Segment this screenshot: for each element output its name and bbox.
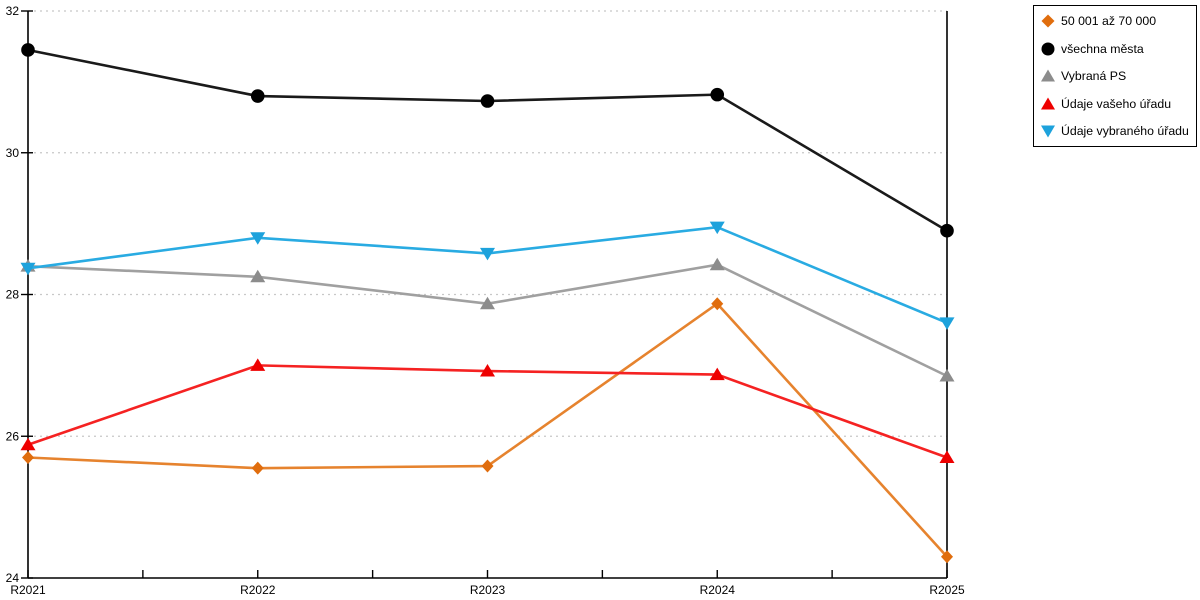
circle-icon	[1041, 42, 1055, 55]
series-line	[27, 364, 948, 459]
y-tick-label: 32	[6, 4, 20, 18]
series-marker	[250, 232, 266, 245]
series-marker	[709, 367, 725, 381]
line-chart: 24 26 28 30 32 R2021 R2022 R2023 R2024 R2025	[6, 4, 965, 597]
series-marker	[250, 269, 266, 283]
y-tick-label: 28	[6, 288, 20, 302]
series-line	[27, 263, 948, 378]
legend-item-label: 50 001 až 70 000	[1061, 14, 1157, 28]
legend-item: Údaje vybraného úřadu	[1040, 123, 1190, 139]
legend: 50 001 až 70 000 všechna města Vybraná PS Ú…	[1033, 5, 1197, 147]
series-marker	[251, 461, 264, 475]
series-marker	[941, 550, 953, 564]
series-marker	[939, 317, 955, 330]
series-line	[27, 301, 948, 558]
legend-item: Údaje vašeho úřadu	[1040, 96, 1190, 112]
x-tick-label: R2021	[10, 583, 46, 597]
triangle-down-icon	[1041, 125, 1055, 138]
x-tick-label: R2024	[700, 583, 736, 597]
y-tick-label: 24	[6, 571, 20, 585]
series-marker	[939, 450, 955, 464]
series-line	[27, 48, 948, 232]
series-marker	[481, 459, 494, 473]
legend-item-label: Údaje vašeho úřadu	[1061, 96, 1172, 111]
series-marker	[480, 247, 495, 261]
x-tick-label: R2025	[929, 583, 965, 597]
legend-item: 50 001 až 70 000	[1040, 13, 1190, 29]
series-marker	[709, 221, 725, 235]
legend-item-label: Vybraná PS	[1061, 69, 1127, 83]
series-marker	[480, 364, 495, 377]
series-marker	[940, 223, 954, 238]
triangle-up-icon	[1041, 69, 1055, 82]
series-marker	[480, 94, 495, 108]
series-marker	[710, 87, 725, 102]
x-tick-label: R2022	[240, 583, 276, 597]
series-marker	[709, 257, 725, 271]
series-marker	[22, 451, 34, 465]
series-marker	[20, 437, 36, 451]
y-tick-label: 30	[6, 146, 20, 160]
x-tick-label: R2023	[470, 583, 506, 597]
series-marker	[21, 43, 35, 57]
series-marker	[250, 89, 265, 103]
legend-item: Vybraná PS	[1040, 68, 1190, 84]
triangle-up-icon	[1041, 97, 1055, 109]
series-marker	[250, 358, 266, 371]
series-marker	[711, 297, 724, 311]
legend-item: všechna města	[1040, 41, 1190, 57]
diamond-icon	[1041, 14, 1055, 28]
series-marker	[480, 296, 495, 310]
y-tick-label: 26	[6, 429, 20, 443]
legend-item-label: všechna města	[1061, 41, 1144, 56]
legend-item-label: Údaje vybraného úřadu	[1061, 124, 1189, 138]
series-marker	[20, 262, 36, 276]
series-marker	[939, 369, 955, 382]
